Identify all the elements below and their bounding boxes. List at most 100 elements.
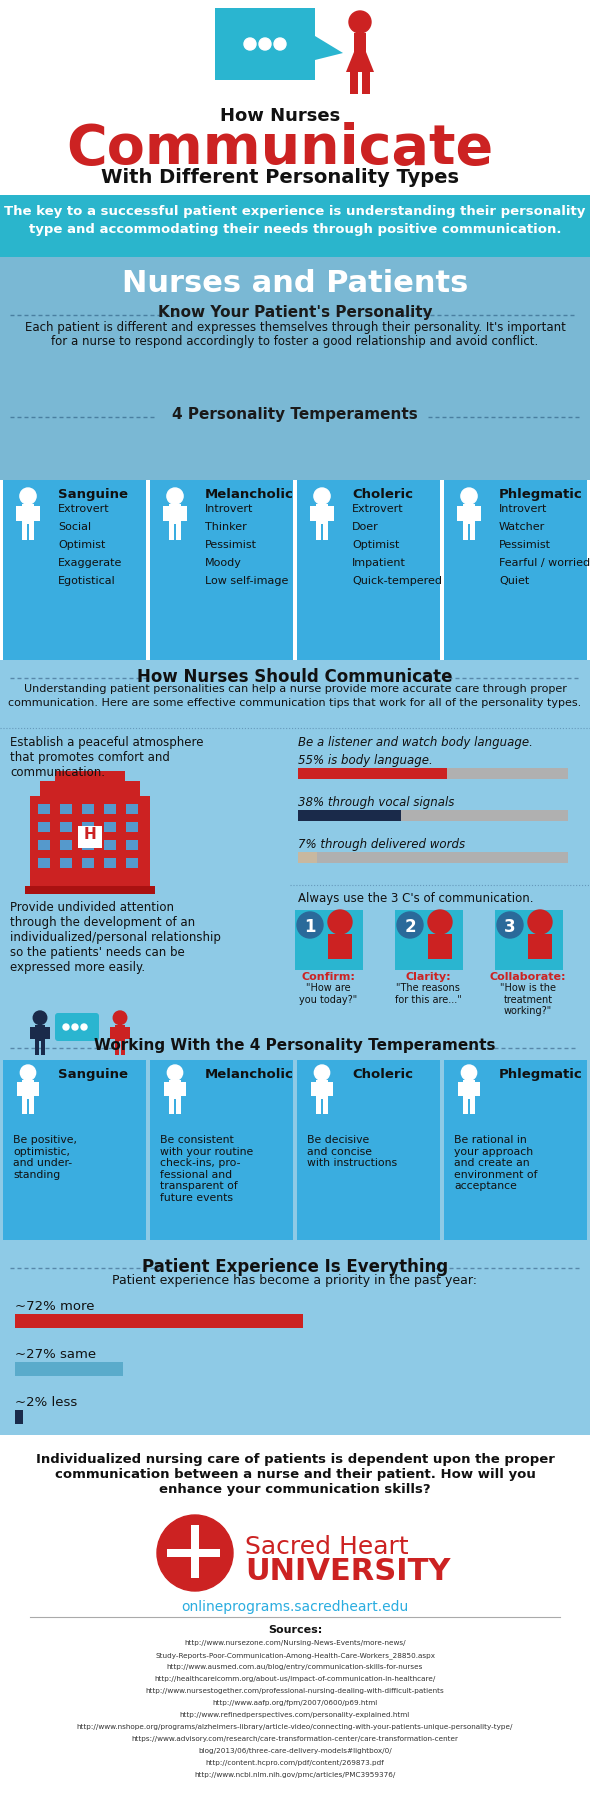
Bar [470, 524, 476, 540]
Text: http://www.refinedperspectives.com/personality-explained.html: http://www.refinedperspectives.com/perso… [180, 1712, 410, 1717]
Bar [82, 859, 94, 868]
Bar [22, 1080, 34, 1100]
Circle shape [157, 1516, 233, 1591]
Text: Pessimist: Pessimist [499, 540, 551, 551]
Bar [297, 481, 440, 661]
Circle shape [297, 913, 323, 938]
Text: Clarity:: Clarity: [405, 972, 451, 983]
Text: With Different Personality Types: With Different Personality Types [101, 167, 459, 187]
Text: Collaborate:: Collaborate: [490, 972, 566, 983]
Bar [15, 1363, 123, 1375]
Bar [463, 504, 476, 524]
Text: 7% through delivered words: 7% through delivered words [298, 839, 465, 851]
Circle shape [328, 911, 352, 934]
Circle shape [33, 1012, 47, 1024]
Bar [163, 506, 169, 520]
Circle shape [461, 488, 477, 504]
Circle shape [428, 911, 452, 934]
Bar [181, 506, 186, 520]
Text: 4 Personality Temperaments: 4 Personality Temperaments [172, 407, 418, 421]
Bar [528, 934, 552, 959]
Circle shape [397, 913, 423, 938]
Text: Melancholic: Melancholic [205, 488, 294, 500]
Bar [0, 0, 590, 194]
Bar [55, 770, 125, 781]
Text: type and accommodating their needs through positive communication.: type and accommodating their needs throu… [29, 223, 561, 236]
Text: How Nurses: How Nurses [220, 106, 340, 124]
Bar [60, 859, 72, 868]
Bar [3, 481, 146, 661]
Text: Quiet: Quiet [499, 576, 529, 587]
Text: H: H [84, 826, 96, 842]
Bar [0, 194, 590, 257]
Text: Doer: Doer [352, 522, 379, 533]
Bar [104, 859, 116, 868]
Bar [295, 911, 363, 970]
Bar [298, 810, 568, 821]
Bar [45, 1026, 50, 1039]
Text: http://www.aafp.org/fpm/2007/0600/p69.html: http://www.aafp.org/fpm/2007/0600/p69.ht… [212, 1699, 378, 1706]
Bar [29, 524, 34, 540]
Circle shape [314, 1066, 330, 1080]
Bar [350, 72, 358, 94]
Bar [444, 481, 587, 661]
Circle shape [461, 1066, 477, 1080]
Bar [298, 769, 568, 779]
Bar [328, 506, 334, 520]
Text: Extrovert: Extrovert [352, 504, 404, 515]
Text: Egotistical: Egotistical [58, 576, 116, 587]
Bar [3, 1060, 146, 1240]
Text: Exaggerate: Exaggerate [58, 558, 122, 569]
Bar [463, 1080, 475, 1100]
Bar [316, 504, 328, 524]
Bar [463, 524, 468, 540]
Text: Thinker: Thinker [205, 522, 247, 533]
Bar [169, 504, 181, 524]
Text: Working With the 4 Personality Temperaments: Working With the 4 Personality Temperame… [94, 1039, 496, 1053]
Text: ~2% less: ~2% less [15, 1397, 77, 1409]
Text: Individualized nursing care of patients is dependent upon the proper
communicati: Individualized nursing care of patients … [35, 1453, 555, 1496]
Text: http://www.nursestogether.com/professional-nursing-dealing-with-difficult-patien: http://www.nursestogether.com/profession… [146, 1688, 444, 1694]
Bar [169, 524, 174, 540]
Text: Optimist: Optimist [352, 540, 399, 551]
Bar [176, 524, 181, 540]
Text: Nurses and Patients: Nurses and Patients [122, 268, 468, 299]
Text: Moody: Moody [205, 558, 242, 569]
Text: Be decisive
and concise
with instructions: Be decisive and concise with instruction… [307, 1136, 397, 1168]
Bar [104, 823, 116, 832]
Text: Provide undivided attention
through the development of an
individualized/persona: Provide undivided attention through the … [10, 902, 221, 974]
Bar [104, 841, 116, 850]
Text: Social: Social [58, 522, 91, 533]
Polygon shape [346, 52, 374, 72]
Text: blog/2013/06/three-care-delivery-models#lightbox/0/: blog/2013/06/three-care-delivery-models#… [198, 1748, 392, 1753]
Bar [104, 805, 116, 814]
Bar [328, 934, 352, 959]
Bar [354, 32, 366, 70]
Bar [476, 506, 481, 520]
Bar [121, 1040, 125, 1055]
Text: Study-Reports-Poor-Communication-Among-Health-Care-Workers_28850.aspx: Study-Reports-Poor-Communication-Among-H… [155, 1652, 435, 1660]
Bar [15, 1409, 23, 1424]
Bar [215, 7, 315, 79]
Bar [126, 823, 138, 832]
Text: http://www.nursezone.com/Nursing-News-Events/more-news/: http://www.nursezone.com/Nursing-News-Ev… [184, 1640, 406, 1645]
Circle shape [528, 911, 552, 934]
Text: http://content.hcpro.com/pdf/content/269873.pdf: http://content.hcpro.com/pdf/content/269… [206, 1760, 384, 1766]
Bar [78, 826, 102, 848]
Polygon shape [315, 36, 343, 59]
Bar [169, 1080, 181, 1100]
Text: 38% through vocal signals: 38% through vocal signals [298, 796, 454, 808]
Text: Low self-image: Low self-image [205, 576, 289, 587]
Circle shape [20, 488, 36, 504]
Bar [475, 1082, 480, 1096]
Bar [30, 796, 150, 886]
Bar [181, 1082, 186, 1096]
Circle shape [314, 488, 330, 504]
Bar [316, 524, 321, 540]
Bar [310, 506, 316, 520]
Circle shape [497, 913, 523, 938]
Text: UNIVERSITY: UNIVERSITY [245, 1557, 450, 1586]
Bar [34, 506, 40, 520]
Text: Know Your Patient's Personality: Know Your Patient's Personality [158, 304, 432, 320]
Text: Sanguine: Sanguine [58, 488, 128, 500]
